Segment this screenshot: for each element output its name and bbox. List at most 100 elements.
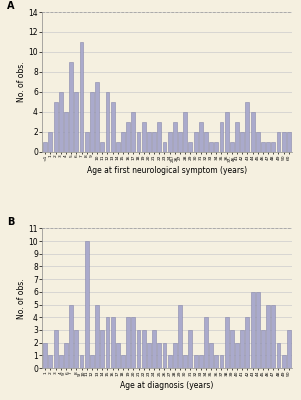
Bar: [85, 241, 89, 368]
Bar: [272, 304, 275, 368]
Bar: [266, 304, 270, 368]
Bar: [277, 343, 281, 368]
Bar: [163, 142, 166, 152]
Bar: [245, 102, 249, 152]
Bar: [204, 132, 208, 152]
Bar: [116, 343, 120, 368]
Bar: [137, 132, 141, 152]
Bar: [225, 112, 228, 152]
Bar: [183, 112, 187, 152]
Bar: [214, 355, 218, 368]
Bar: [90, 92, 94, 152]
Bar: [157, 343, 161, 368]
Bar: [106, 92, 109, 152]
Bar: [183, 355, 187, 368]
Bar: [277, 132, 281, 152]
Bar: [132, 112, 135, 152]
Bar: [219, 122, 223, 152]
Bar: [204, 317, 208, 368]
Bar: [69, 304, 73, 368]
Bar: [126, 122, 130, 152]
Bar: [147, 343, 151, 368]
Bar: [256, 132, 260, 152]
Bar: [209, 343, 213, 368]
Bar: [225, 317, 228, 368]
Bar: [48, 355, 52, 368]
Bar: [43, 343, 47, 368]
Bar: [59, 355, 63, 368]
Bar: [230, 142, 234, 152]
Bar: [95, 82, 99, 152]
Bar: [168, 132, 172, 152]
Bar: [235, 343, 239, 368]
Bar: [219, 355, 223, 368]
Bar: [230, 330, 234, 368]
Bar: [266, 142, 270, 152]
Bar: [100, 330, 104, 368]
Bar: [74, 330, 78, 368]
Bar: [64, 112, 68, 152]
X-axis label: Age at first neurological symptom (years): Age at first neurological symptom (years…: [87, 166, 247, 175]
Bar: [100, 142, 104, 152]
Bar: [287, 330, 291, 368]
Bar: [142, 330, 146, 368]
Bar: [147, 132, 151, 152]
Bar: [287, 132, 291, 152]
X-axis label: Age at diagnosis (years): Age at diagnosis (years): [120, 380, 214, 390]
Bar: [111, 102, 115, 152]
Bar: [111, 317, 115, 368]
Bar: [261, 142, 265, 152]
Bar: [194, 355, 197, 368]
Y-axis label: No. of obs.: No. of obs.: [17, 62, 26, 102]
Bar: [168, 355, 172, 368]
Bar: [178, 304, 182, 368]
Bar: [59, 92, 63, 152]
Bar: [240, 132, 244, 152]
Bar: [121, 132, 125, 152]
Bar: [74, 92, 78, 152]
Bar: [95, 304, 99, 368]
Bar: [69, 62, 73, 152]
Bar: [157, 122, 161, 152]
Bar: [272, 142, 275, 152]
Bar: [126, 317, 130, 368]
Bar: [194, 132, 197, 152]
Bar: [142, 122, 146, 152]
Bar: [188, 142, 192, 152]
Bar: [199, 122, 203, 152]
Bar: [261, 330, 265, 368]
Bar: [132, 317, 135, 368]
Bar: [251, 112, 255, 152]
Bar: [137, 330, 141, 368]
Bar: [173, 343, 177, 368]
Bar: [256, 292, 260, 368]
Bar: [152, 132, 156, 152]
Bar: [235, 122, 239, 152]
Bar: [240, 330, 244, 368]
Bar: [90, 355, 94, 368]
Bar: [121, 355, 125, 368]
Bar: [79, 355, 83, 368]
Bar: [64, 343, 68, 368]
Bar: [85, 132, 89, 152]
Bar: [48, 132, 52, 152]
Bar: [106, 317, 109, 368]
Bar: [214, 142, 218, 152]
Bar: [163, 343, 166, 368]
Bar: [173, 122, 177, 152]
Bar: [54, 102, 57, 152]
Y-axis label: No. of obs.: No. of obs.: [17, 278, 26, 318]
Text: B: B: [7, 217, 14, 227]
Bar: [43, 142, 47, 152]
Bar: [188, 330, 192, 368]
Bar: [152, 330, 156, 368]
Bar: [282, 132, 286, 152]
Bar: [54, 330, 57, 368]
Bar: [245, 317, 249, 368]
Bar: [209, 142, 213, 152]
Text: A: A: [7, 1, 15, 11]
Bar: [79, 42, 83, 152]
Bar: [282, 355, 286, 368]
Bar: [251, 292, 255, 368]
Bar: [199, 355, 203, 368]
